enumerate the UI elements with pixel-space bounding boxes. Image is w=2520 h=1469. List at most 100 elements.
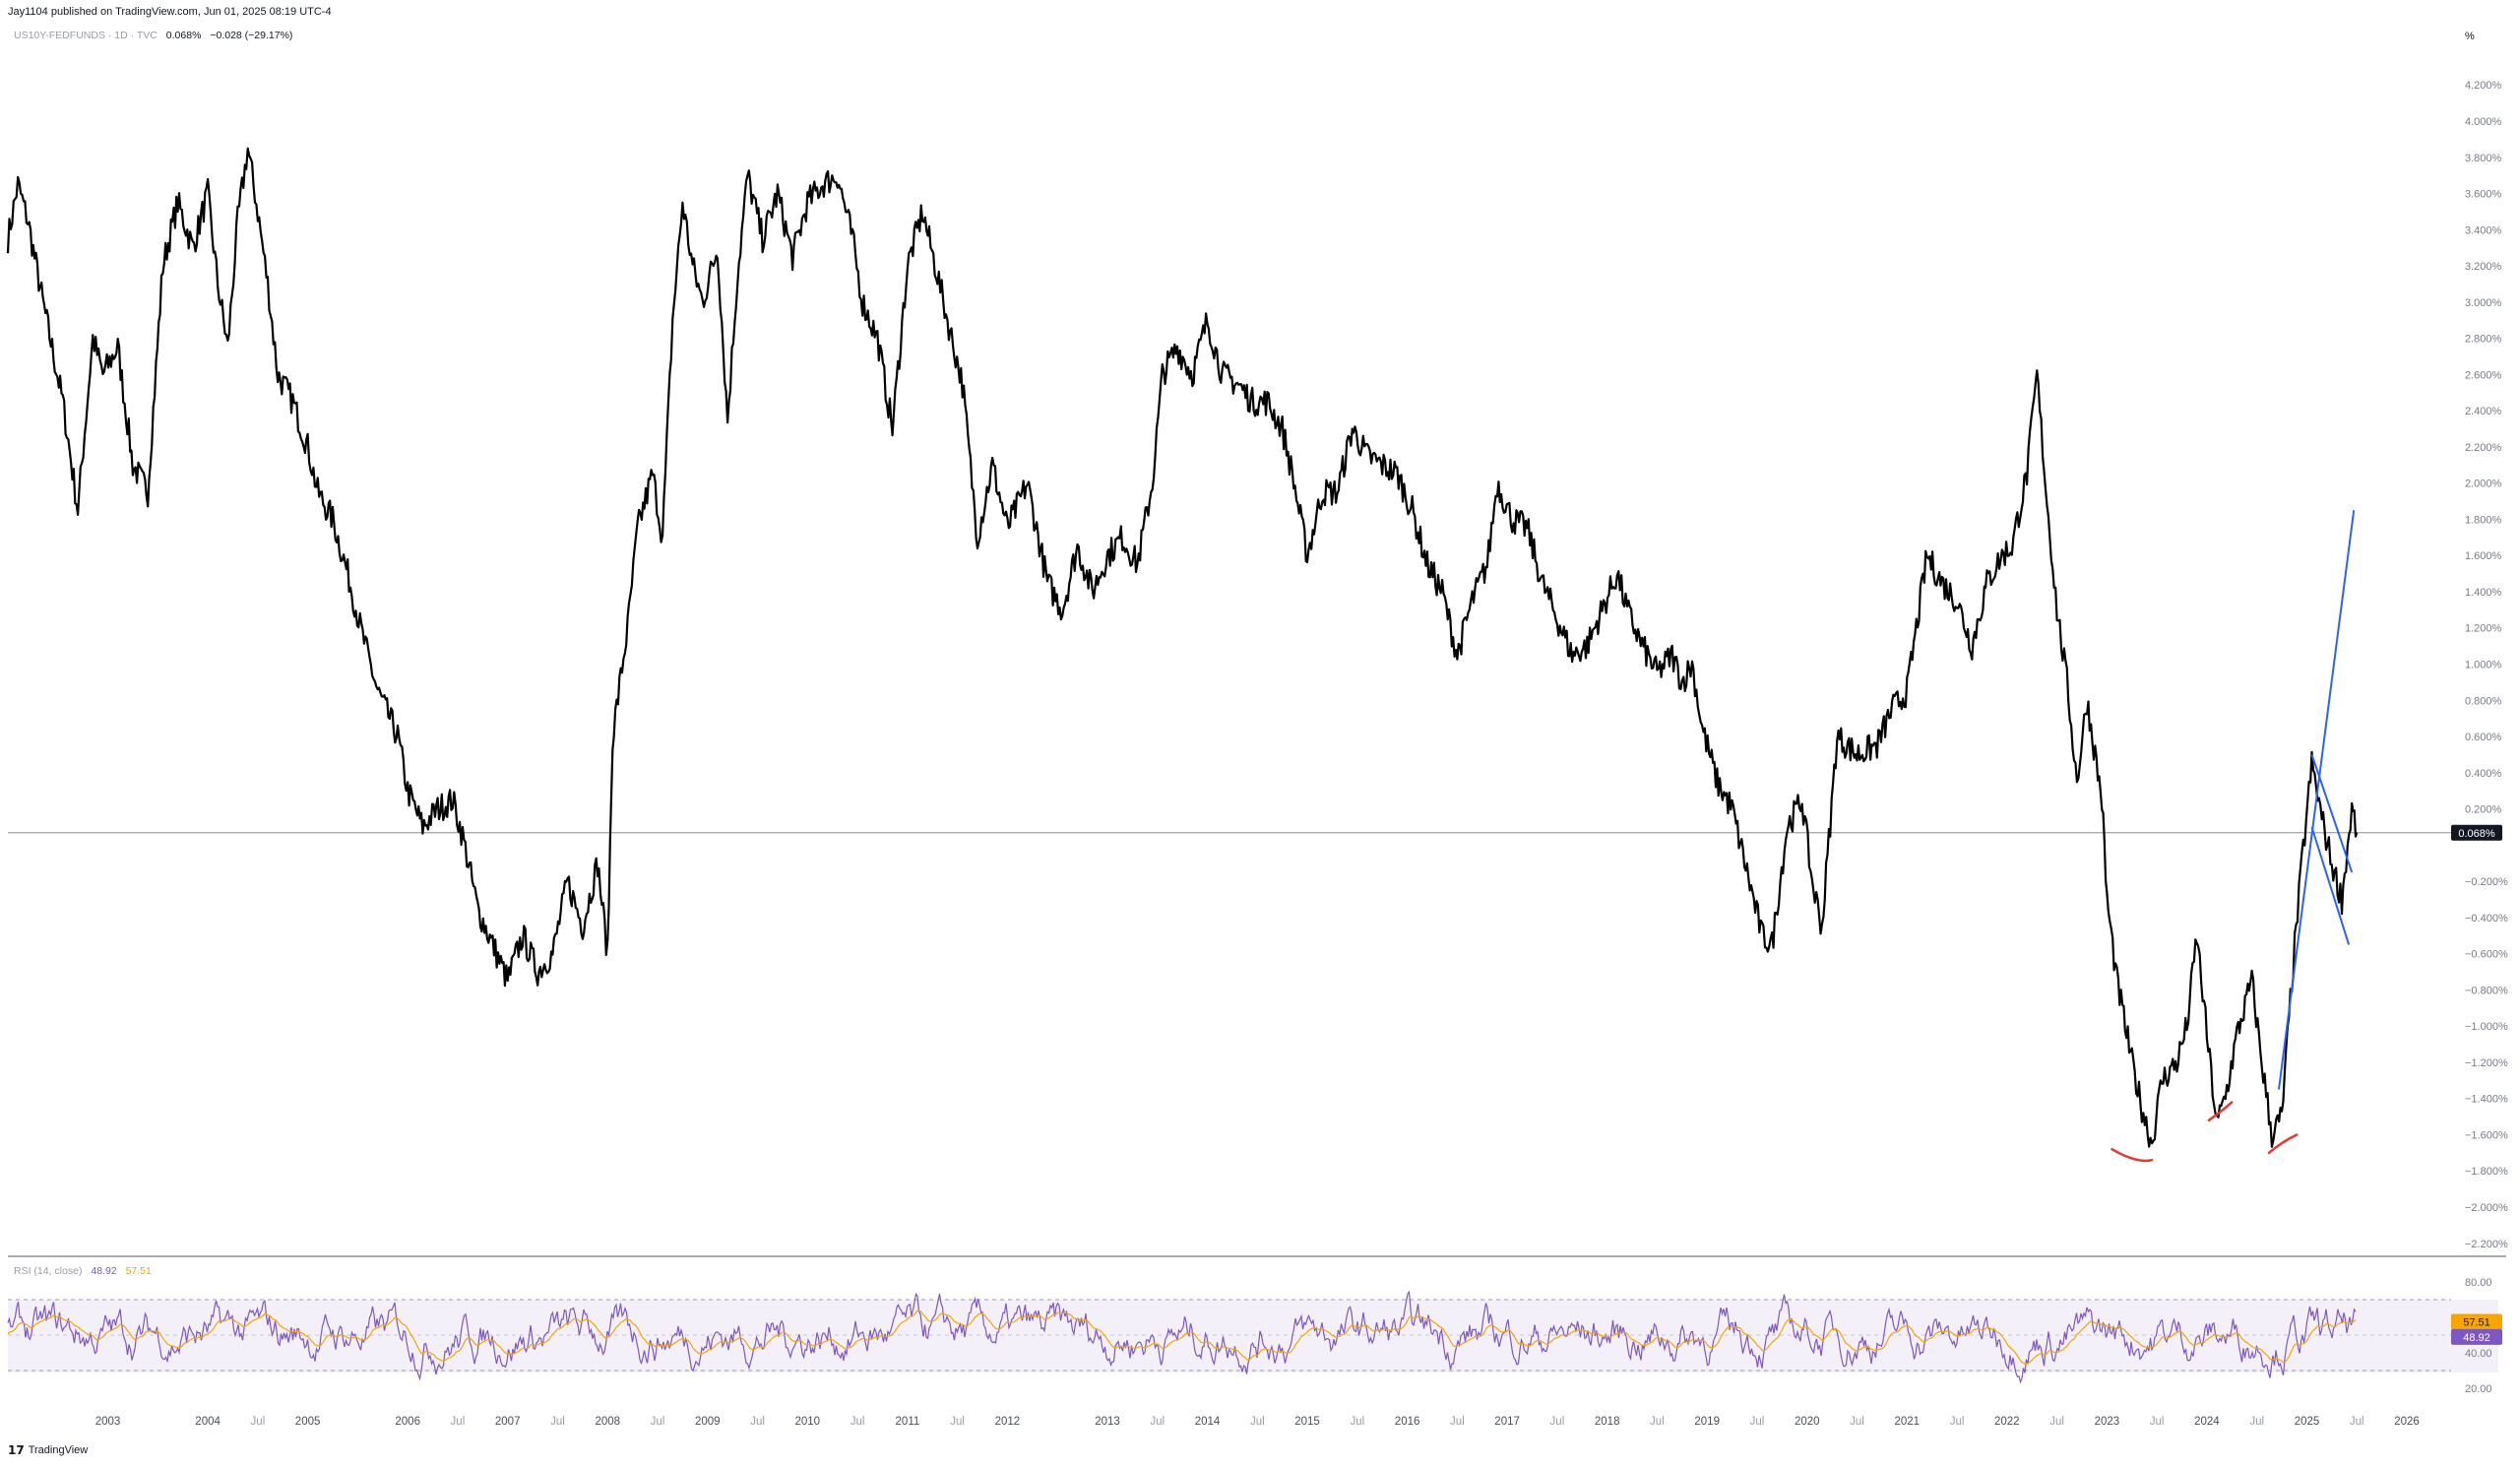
price-tick-label-28: −1.400% <box>2465 1094 2508 1106</box>
price-tick-label-22: −0.200% <box>2465 876 2508 888</box>
price-tick-label-10: 2.200% <box>2465 442 2502 454</box>
current-value-badge-bg <box>2451 824 2502 841</box>
time-tick-label-30: Jul <box>1750 1416 1765 1428</box>
time-tick-label-17: 2013 <box>1095 1416 1120 1428</box>
value-badges: 0.068% 57.51 48.92 <box>2451 824 2502 1345</box>
rsi-label-name: RSI (14, close) <box>14 1265 82 1277</box>
price-tick-label-0: 4.200% <box>2465 80 2502 92</box>
time-tick-label-27: 2018 <box>1595 1416 1620 1428</box>
time-tick-label-36: Jul <box>2049 1416 2064 1428</box>
time-tick-label-35: 2022 <box>1994 1416 2020 1428</box>
rsi-ma-badge: 57.51 <box>2463 1317 2490 1329</box>
time-tick-label-15: Jul <box>950 1416 965 1428</box>
bottom-mark-1 <box>2110 1147 2154 1163</box>
time-tick-label-6: 2007 <box>495 1416 521 1428</box>
symbol-info: US10Y-FEDFUNDS · 1D · TVC 0.068% −0.028 … <box>14 30 292 41</box>
rsi-ma-badge-bg <box>2451 1313 2502 1330</box>
time-tick-label-13: Jul <box>850 1416 865 1428</box>
bottom-mark-2 <box>2207 1101 2234 1122</box>
time-tick-label-8: 2008 <box>596 1416 621 1428</box>
price-axis: 4.200% 4.000% 3.800% 3.600% 3.400% 3.200% 3.00… <box>2465 80 2508 1250</box>
publish-info: Jay1104 published on TradingView.com, Ju… <box>8 6 332 18</box>
price-tick-label-5: 3.200% <box>2465 261 2502 273</box>
time-tick-label-31: 2020 <box>1795 1416 1820 1428</box>
price-axis-unit: % <box>2465 31 2475 42</box>
price-tick-label-13: 1.600% <box>2465 550 2502 562</box>
time-tick-label-28: Jul <box>1650 1416 1665 1428</box>
price-tick-label-25: −0.800% <box>2465 985 2508 996</box>
time-tick-label-23: 2016 <box>1395 1416 1420 1428</box>
time-tick-label-19: 2014 <box>1195 1416 1221 1428</box>
price-tick-label-3: 3.600% <box>2465 189 2502 201</box>
time-tick-label-5: Jul <box>451 1416 466 1428</box>
drawings <box>2110 510 2356 1163</box>
symbol-name: US10Y-FEDFUNDS · 1D · TVC <box>14 30 158 41</box>
time-axis: 2003 2004 Jul 2005 2006 Jul 2007 Jul 2008 Jul 2009… <box>95 1416 2420 1428</box>
time-tick-label-42: Jul <box>2350 1416 2364 1428</box>
price-tick-label-32: −2.200% <box>2465 1239 2508 1250</box>
price-tick-label-20: 0.200% <box>2465 804 2502 816</box>
price-tick-label-4: 3.400% <box>2465 224 2502 236</box>
price-tick-label-18: 0.600% <box>2465 732 2502 743</box>
time-tick-label-24: Jul <box>1450 1416 1465 1428</box>
price-tick-label-12: 1.800% <box>2465 514 2502 526</box>
rsi-value-badge: 48.92 <box>2463 1332 2490 1344</box>
rsi-tick-label-1: 40.00 <box>2465 1348 2492 1360</box>
rsi-tick-label-0: 80.00 <box>2465 1277 2492 1289</box>
price-tick-label-15: 1.200% <box>2465 623 2502 635</box>
price-tick-label-16: 1.000% <box>2465 660 2502 671</box>
time-tick-label-22: Jul <box>1350 1416 1364 1428</box>
price-tick-label-11: 2.000% <box>2465 479 2502 490</box>
price-series <box>6 147 2359 1148</box>
time-tick-label-14: 2011 <box>896 1416 920 1428</box>
price-tick-label-1: 4.000% <box>2465 116 2502 128</box>
price-tick-label-30: −1.800% <box>2465 1166 2508 1178</box>
current-value-badge: 0.068% <box>2458 828 2495 840</box>
rsi-value-badge-bg <box>2451 1328 2502 1345</box>
price-tick-label-2: 3.800% <box>2465 153 2502 164</box>
time-tick-label-40: Jul <box>2249 1416 2264 1428</box>
time-tick-label-21: 2015 <box>1294 1416 1320 1428</box>
rsi-band-fill <box>8 1300 2498 1373</box>
time-tick-label-33: 2021 <box>1895 1416 1921 1428</box>
time-tick-label-0: 2003 <box>95 1416 121 1428</box>
price-line <box>6 147 2359 1148</box>
time-tick-label-43: 2026 <box>2394 1416 2420 1428</box>
time-tick-label-34: Jul <box>1950 1416 1965 1428</box>
time-tick-label-12: 2010 <box>795 1416 821 1428</box>
rsi-axis: 80.00 40.00 20.00 <box>8 1277 2492 1395</box>
price-tick-label-17: 0.800% <box>2465 695 2502 707</box>
price-tick-label-14: 1.400% <box>2465 587 2502 599</box>
price-tick-label-7: 2.800% <box>2465 334 2502 346</box>
rsi-label: RSI (14, close) 48.92 57.51 <box>14 1265 152 1277</box>
time-tick-label-37: 2023 <box>2095 1416 2120 1428</box>
time-tick-label-29: 2019 <box>1694 1416 1720 1428</box>
tradingview-brand[interactable]: 𝟭𝟳 TradingView <box>8 1443 88 1457</box>
last-value: 0.068% <box>165 30 202 41</box>
rsi-label-value: 48.92 <box>91 1265 116 1277</box>
time-tick-label-38: Jul <box>2150 1416 2165 1428</box>
time-tick-label-3: 2005 <box>295 1416 321 1428</box>
price-tick-label-24: −0.600% <box>2465 949 2508 961</box>
price-tick-label-31: −2.000% <box>2465 1202 2508 1214</box>
time-tick-label-11: Jul <box>750 1416 765 1428</box>
time-tick-label-26: Jul <box>1550 1416 1565 1428</box>
time-tick-label-7: Jul <box>550 1416 565 1428</box>
time-tick-label-25: 2017 <box>1494 1416 1520 1428</box>
bottom-mark-3 <box>2267 1133 2299 1155</box>
price-tick-label-6: 3.000% <box>2465 297 2502 309</box>
tradingview-logo-icon: 𝟭𝟳 <box>8 1443 25 1457</box>
price-tick-label-27: −1.200% <box>2465 1057 2508 1069</box>
price-tick-label-19: 0.400% <box>2465 768 2502 780</box>
time-tick-label-41: 2025 <box>2295 1416 2320 1428</box>
rsi-ma-line <box>7 1309 2357 1365</box>
price-tick-label-23: −0.400% <box>2465 913 2508 925</box>
price-tick-label-29: −1.600% <box>2465 1130 2508 1142</box>
price-tick-label-8: 2.600% <box>2465 369 2502 381</box>
wedge-upper-line <box>2310 754 2354 873</box>
time-tick-label-16: 2012 <box>995 1416 1021 1428</box>
time-tick-label-9: Jul <box>651 1416 665 1428</box>
price-tick-label-9: 2.400% <box>2465 406 2502 417</box>
